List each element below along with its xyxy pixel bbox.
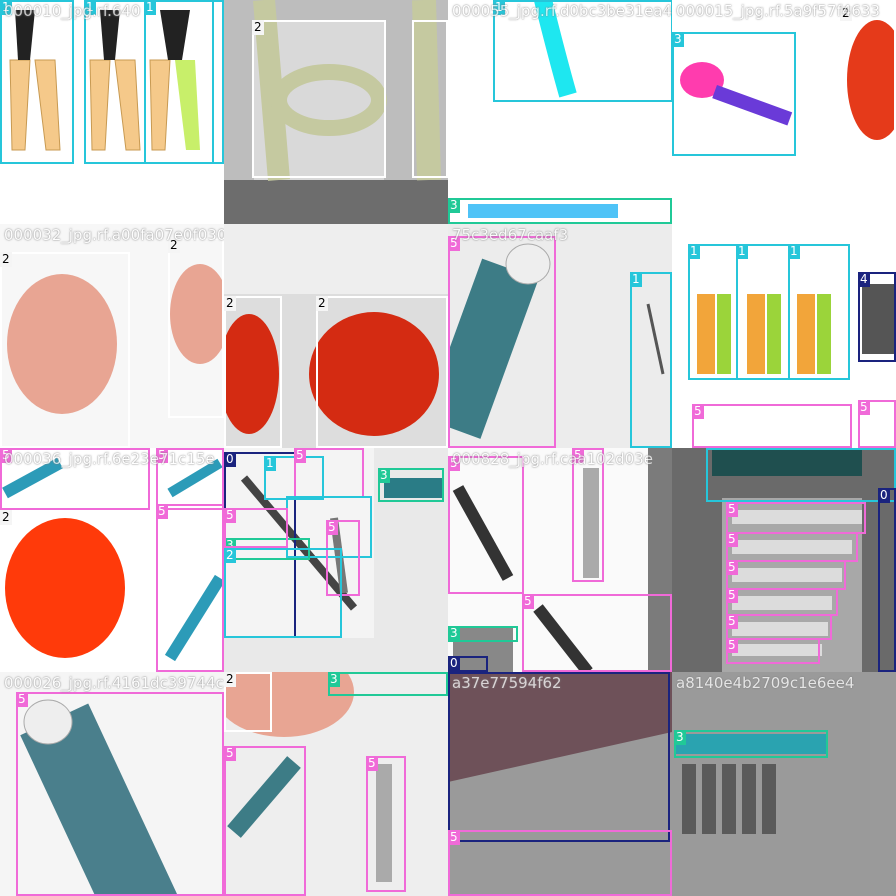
bbox-class5: 5: [294, 448, 364, 498]
wrench-set-image: [712, 448, 862, 672]
tile-12: 5 5 5 5 5 5 0: [672, 448, 896, 672]
tile-10: 0 1 5 5 3 5 2 3: [224, 448, 448, 672]
bbox-class5: 5: [156, 448, 224, 510]
bbox-class0: [448, 672, 670, 842]
bbox-class5: 5: [366, 756, 406, 892]
tile-2: 2: [224, 0, 448, 224]
bbox-class1: 1: [144, 0, 214, 164]
screwdriver-image: [680, 20, 896, 140]
bbox-class3: 3: [378, 468, 444, 502]
bbox-class5: 5: [572, 448, 604, 582]
bbox-class5: 5: [726, 638, 820, 664]
bbox-class1: [706, 448, 896, 502]
filename: 000032_jpg.rf.a00fa07e0f030: [4, 226, 224, 244]
bbox-class5: 5: [522, 594, 672, 672]
bbox-class2: 2: [0, 510, 130, 672]
filename: a37e77594f62: [452, 674, 562, 692]
bbox-class0: 0: [448, 656, 488, 672]
filename: 000026_jpg.rf.4161dc39744c: [4, 674, 224, 692]
pliers-image: [697, 284, 896, 374]
rope-image: [224, 0, 448, 181]
bbox-class5: 5: [326, 520, 360, 596]
bbox-class2: 2: [840, 6, 896, 224]
bbox-class2: 2: [168, 238, 224, 418]
tile-1: 1 1 1 000010_jpg.rf.640: [0, 0, 224, 224]
tile-3: 1 3 000055_jpg.rf.d0bc3be31ea4e: [448, 0, 672, 224]
bbox-class2: 2: [224, 296, 282, 448]
bbox-class5: 5: [726, 560, 846, 590]
screwdriver-image: [20, 699, 177, 896]
bit-set-image: [672, 672, 896, 896]
bbox-class5: 5: [0, 448, 150, 510]
filename: 75c3ed67caaf3: [452, 226, 569, 244]
bbox-class5: 5: [726, 614, 832, 640]
bbox-class3: 3: [448, 198, 672, 224]
rope-image: [7, 264, 224, 414]
bbox-class5: 5: [726, 532, 858, 562]
tile-13: 5 000026_jpg.rf.4161dc39744c: [0, 672, 224, 896]
screwdriver-image: [448, 243, 665, 439]
bbox-class1: 3: [672, 32, 796, 156]
filename: 000055_jpg.rf.d0bc3be31ea4e: [452, 2, 672, 20]
tile-6: 2 2: [224, 224, 448, 448]
tile-4: 3 2 000015_jpg.rf.5a9f57f4633: [672, 0, 896, 224]
bbox-class1: 1: [84, 0, 146, 164]
rope-image: [224, 224, 448, 436]
tools-image: [224, 672, 392, 882]
bbox-class0: 0: [878, 488, 896, 672]
filename: 000828_jpg.rf.caa102d03e: [452, 450, 653, 468]
bbox-class1: 1: [630, 272, 672, 448]
tile-16: 3 a8140e4b2709c1e6ee4: [672, 672, 896, 896]
bbox-class5: 5: [726, 588, 838, 616]
bbox-class5: 5: [16, 692, 224, 896]
bbox-class1: 1: [736, 244, 790, 380]
bbox-class5: 5: [448, 456, 524, 594]
tool-image: [448, 672, 672, 896]
tile-11: 5 5 5 3 0 000828_jpg.rf.caa102d03e: [448, 448, 672, 672]
bbox-class2: [412, 20, 448, 178]
filename: a8140e4b2709c1e6ee4: [676, 674, 855, 692]
filename: 000015_jpg.rf.5a9f57f4633: [676, 2, 880, 20]
bbox-class5: 5: [858, 400, 896, 448]
bbox-class4: 4: [858, 272, 896, 362]
bbox-class3: 3: [448, 626, 518, 642]
filename: 000036_jpg.rf.6e23e71c15e: [4, 450, 215, 468]
bbox-class1: 1: [493, 0, 672, 102]
bbox-class1: 1: [788, 244, 850, 380]
bbox-class1: [212, 0, 224, 164]
tile-15: 5 a37e77594f62: [448, 672, 672, 896]
bbox-class5: 5: [224, 746, 306, 896]
bbox-class2: 2: [0, 252, 130, 448]
rope-image: [2, 457, 224, 662]
tools-image: [224, 448, 444, 638]
tile-5: 2 2 000032_jpg.rf.a00fa07e0f030: [0, 224, 224, 448]
bbox-class5: 5: [156, 504, 224, 672]
bbox-class1: 1: [0, 0, 74, 164]
filename: 000010_jpg.rf.640: [4, 2, 141, 20]
wrench-image: [448, 448, 672, 672]
bbox-class1: 1: [688, 244, 738, 380]
bbox-class2: 2: [224, 672, 272, 732]
bbox-class3: 3: [328, 672, 448, 696]
tile-14: 2 3 5 5: [224, 672, 448, 896]
bbox-class3: 3: [674, 730, 828, 758]
tile-9: 5 5 2 5 000036_jpg.rf.6e23e71c15e: [0, 448, 224, 672]
bbox-class5: 5: [726, 502, 866, 534]
pliers-image: [9, 10, 200, 151]
bbox-class2: 2: [316, 296, 448, 448]
bbox-class1: 2: [224, 548, 342, 638]
bbox-class5: 5: [692, 404, 852, 448]
bbox-class2: 2: [252, 20, 386, 178]
bbox-class5: 5: [224, 508, 288, 548]
tile-7: 5 1 75c3ed67caaf3: [448, 224, 672, 448]
tool-image: [468, 0, 618, 218]
bbox-class5: 5: [448, 236, 556, 448]
tile-8: 1 1 1 4 5 5: [672, 224, 896, 448]
bbox-class5: 5: [448, 830, 672, 896]
